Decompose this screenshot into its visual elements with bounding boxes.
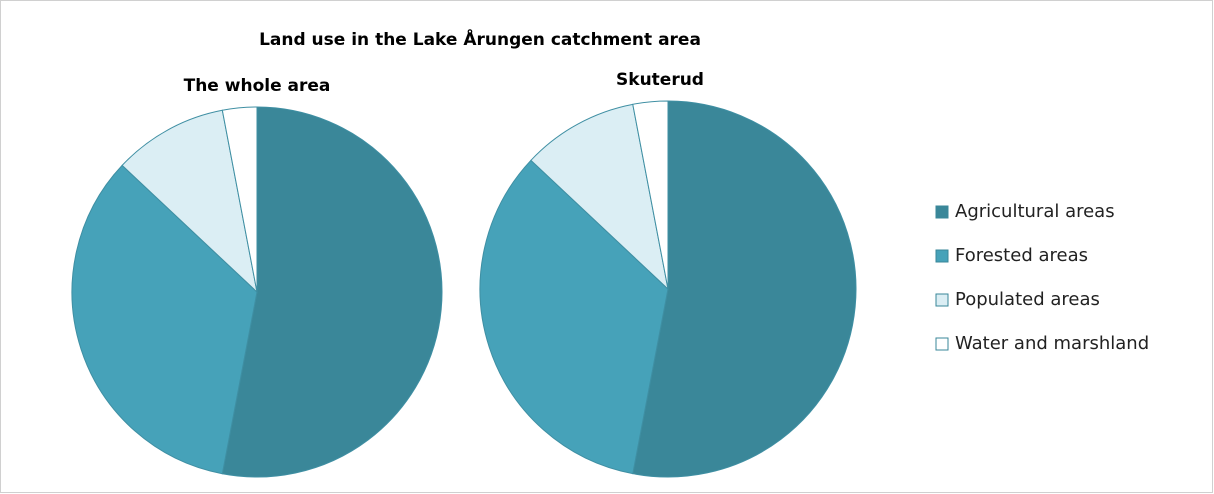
legend-swatch bbox=[935, 293, 949, 307]
pie-title: The whole area bbox=[184, 76, 331, 96]
chart-title: Land use in the Lake Årungen catchment a… bbox=[259, 27, 701, 50]
legend-label: Forested areas bbox=[955, 245, 1088, 266]
legend-label: Agricultural areas bbox=[955, 201, 1115, 222]
legend-label: Water and marshland bbox=[955, 333, 1149, 354]
pie-slice bbox=[71, 164, 258, 475]
legend-label: Populated areas bbox=[955, 289, 1100, 310]
pie-slice bbox=[530, 103, 669, 291]
pie-title: Skuterud bbox=[616, 70, 704, 90]
pie-slice bbox=[121, 109, 258, 294]
legend-swatch bbox=[935, 205, 949, 219]
pie-slice bbox=[221, 106, 443, 478]
pie-slice bbox=[632, 100, 669, 290]
pie-slice bbox=[632, 100, 857, 478]
pie-slice bbox=[479, 159, 669, 475]
legend-swatch bbox=[935, 337, 949, 351]
pie-slice bbox=[221, 106, 258, 293]
legend-swatch bbox=[935, 249, 949, 263]
